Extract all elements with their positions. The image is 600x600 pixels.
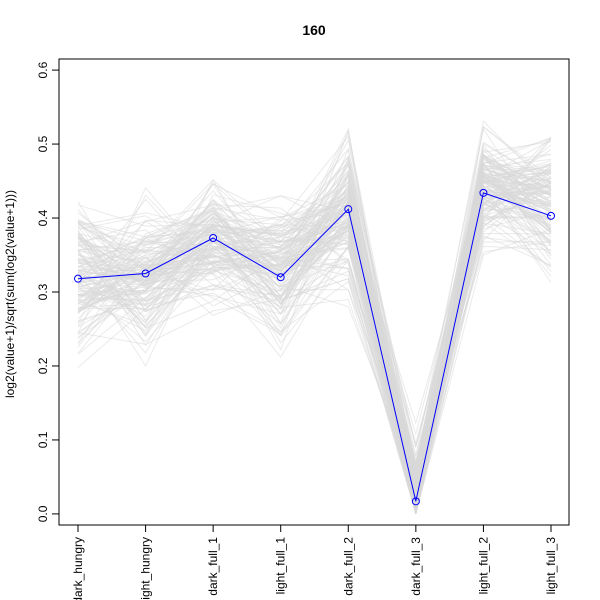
y-tick-label: 0.4 — [36, 209, 50, 226]
y-tick-label: 0.2 — [36, 357, 50, 374]
highlight-point — [74, 274, 82, 283]
chart-title: 160 — [302, 22, 326, 38]
y-tick-label: 0.1 — [36, 431, 50, 448]
x-tick-label: light_full_1 — [274, 537, 288, 595]
highlight-series-group — [74, 188, 555, 506]
background-series-line — [77, 156, 552, 497]
y-tick-label: 0.3 — [36, 283, 50, 300]
highlight-point — [276, 273, 285, 282]
background-series-line — [77, 155, 552, 465]
x-tick-label: dark_full_2 — [341, 537, 355, 596]
y-axis: 0.0 0.1 0.2 0.3 0.4 0.5 0.6 — [36, 61, 60, 522]
highlight-point — [411, 497, 420, 506]
highlight-point — [546, 211, 555, 220]
x-tick-label: dark_full_3 — [409, 537, 423, 596]
x-tick-label: dark_full_1 — [206, 537, 220, 596]
background-series-line — [77, 168, 552, 506]
y-tick-label: 0.5 — [36, 135, 50, 152]
background-series-line — [77, 177, 552, 515]
background-series-line — [77, 163, 552, 504]
highlight-point — [344, 205, 353, 214]
x-axis: dark_hungry light_hungry dark_full_1 light_… — [71, 524, 558, 600]
background-series-group — [77, 120, 552, 515]
background-series-line — [77, 139, 552, 491]
x-tick-label: dark_hungry — [71, 537, 85, 600]
highlight-point — [479, 188, 488, 197]
y-axis-label: log2(value+1)/sqrt(sum(log2(value+1))) — [3, 190, 17, 398]
highlight-point — [209, 234, 218, 243]
highlight-series-line — [77, 192, 552, 502]
y-tick-label: 0.0 — [36, 505, 50, 522]
x-tick-label: light_hungry — [139, 537, 153, 600]
background-series-line — [77, 136, 552, 477]
background-series-line — [77, 125, 552, 488]
y-tick-label: 0.6 — [36, 61, 50, 78]
highlight-point — [141, 269, 150, 278]
x-tick-label: light_full_3 — [544, 537, 558, 595]
background-series-line — [77, 191, 552, 477]
x-tick-label: light_full_2 — [476, 537, 490, 595]
